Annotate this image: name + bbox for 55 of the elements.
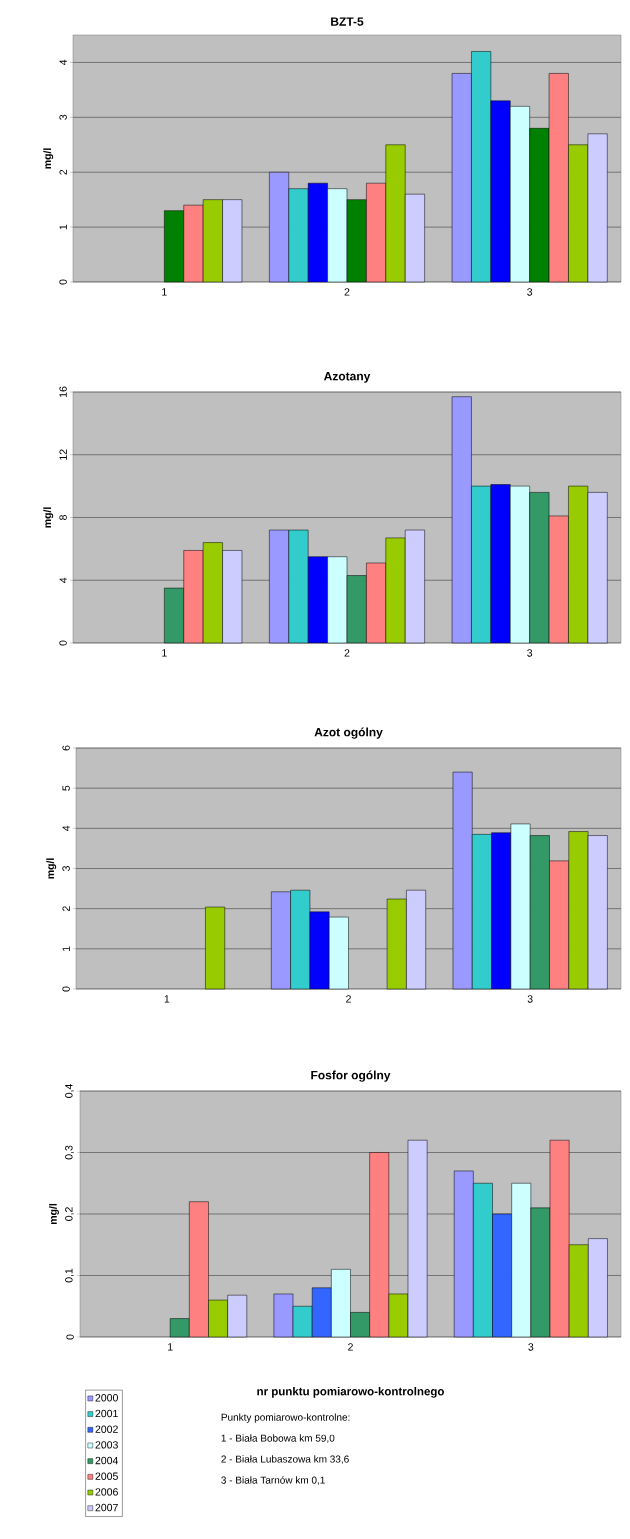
y-tick-label: 4 [62,825,70,832]
x-tick-label: 1 [162,649,167,657]
y-axis-title: mg/l [43,148,54,169]
x-tick-label: 2 [344,649,350,657]
y-tick-label: 1 [62,946,70,951]
chart-title: Azot ogólny [314,727,383,739]
x-tick-label: 3 [528,1343,534,1351]
y-tick-label: 5 [62,785,70,791]
y-tick-label: 2 [59,169,67,175]
y-tick-label: 16 [59,386,67,398]
y-axis-title: mg/l [49,1203,59,1225]
y-tick-label: 12 [59,449,67,460]
x-axis-title: nr punktu pomiarowo-kontrolnego [257,1386,444,1398]
x-tick-label: 1 [168,1343,173,1351]
y-tick-label: 4 [59,59,67,66]
y-tick-label: 3 [59,114,67,120]
x-tick-label: 2 [346,995,351,1003]
text: 3 - Biała Tarnów km 0,1 [221,1476,325,1485]
text: 1 - Biała Bobowa km 59,0 [221,1434,335,1443]
y-tick-label: 8 [59,515,67,520]
legend-label: 2003 [95,1441,118,1449]
y-tick-label: 0 [59,279,67,285]
y-tick-label: 0 [66,1334,74,1340]
y-tick-label: 0 [62,986,70,992]
x-tick-label: 3 [527,995,533,1003]
x-tick-label: 2 [344,288,350,296]
y-tick-label: 3 [62,866,70,872]
legend-label: 2000 [95,1394,118,1402]
legend-label: 2002 [95,1425,118,1433]
y-axis-title: mg/l [43,507,54,528]
y-tick-label: 0 [59,640,67,646]
y-tick-label: 4 [59,577,67,583]
x-tick-label: 3 [527,649,533,657]
legend-label: 2006 [95,1488,118,1496]
y-tick-label: 6 [62,745,70,751]
legend-label: 2005 [95,1472,118,1480]
y-tick-label: 1 [59,224,67,230]
y-tick-label: 0,1 [65,1268,74,1283]
chart-title: BZT-5 [331,17,364,26]
x-tick-label: 1 [164,995,170,1003]
y-tick-label: 0,4 [65,1084,74,1098]
legend-label: 2004 [95,1456,119,1465]
chart-title: Fosfor ogólny [311,1070,391,1082]
y-tick-label: 2 [62,906,70,912]
text: Punkty pomiarowo-kontrolne: [221,1413,350,1423]
y-axis-title: mg/l [46,858,57,879]
chart-title: Azotany [323,372,371,383]
x-tick-label: 3 [527,288,533,296]
y-tick-label: 0,2 [65,1207,74,1221]
x-tick-label: 1 [162,288,167,296]
x-tick-label: 2 [348,1343,353,1351]
text: 2 - Biała Lubaszowa km 33,6 [221,1455,349,1464]
legend-label: 2001 [95,1409,118,1418]
y-tick-label: 0,3 [65,1145,74,1160]
legend-label: 2007 [95,1503,118,1512]
